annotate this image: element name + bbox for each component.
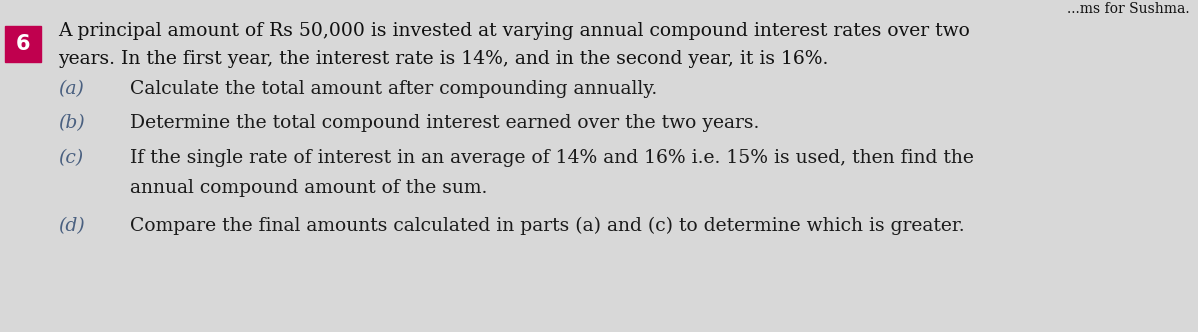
Text: A principal amount of Rs 50,000 is invested at varying annual compound interest : A principal amount of Rs 50,000 is inves…: [58, 22, 970, 40]
Text: (a): (a): [58, 80, 84, 98]
Text: years. In the first year, the interest rate is 14%, and in the second year, it i: years. In the first year, the interest r…: [58, 50, 828, 68]
Text: ...ms for Sushma.: ...ms for Sushma.: [1067, 2, 1190, 16]
Text: Determine the total compound interest earned over the two years.: Determine the total compound interest ea…: [131, 114, 760, 132]
Text: Compare the final amounts calculated in parts (a) and (c) to determine which is : Compare the final amounts calculated in …: [131, 217, 964, 235]
Text: 6: 6: [16, 34, 30, 54]
Text: (b): (b): [58, 114, 85, 132]
Text: (c): (c): [58, 149, 83, 167]
Text: If the single rate of interest in an average of 14% and 16% i.e. 15% is used, th: If the single rate of interest in an ave…: [131, 149, 974, 167]
Text: (d): (d): [58, 217, 85, 235]
FancyBboxPatch shape: [5, 26, 41, 62]
Text: Calculate the total amount after compounding annually.: Calculate the total amount after compoun…: [131, 80, 658, 98]
Text: annual compound amount of the sum.: annual compound amount of the sum.: [131, 179, 488, 197]
